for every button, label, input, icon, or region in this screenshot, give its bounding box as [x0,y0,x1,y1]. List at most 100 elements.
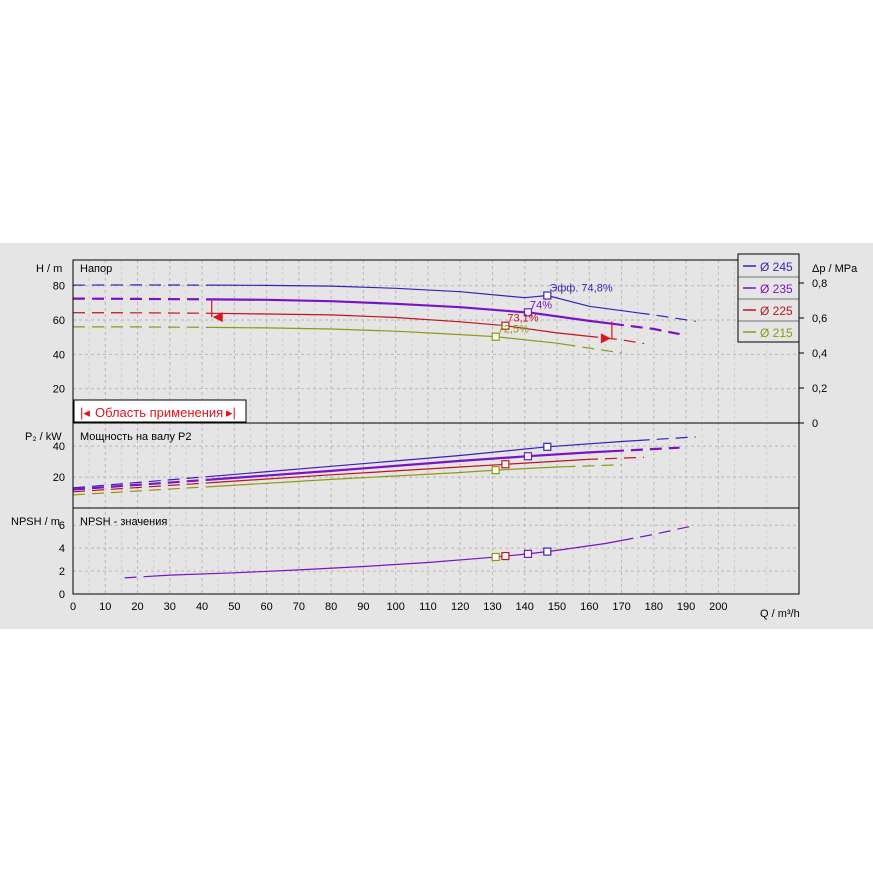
curve-dashed-end [585,456,645,461]
x-tick-label: 160 [580,601,598,613]
x-tick-label: 150 [548,601,566,613]
y-tick-label: 6 [59,520,65,532]
dp-tick-label: 0,8 [812,278,827,290]
curve-dashed-end [611,446,680,453]
curve-solid [211,458,587,484]
legend-label: Ø 245 [760,260,793,274]
x-tick-label: 110 [419,601,437,613]
curves-layer [72,284,696,579]
curve-solid [211,326,564,345]
operating-point-marker [543,291,552,300]
y-tick-label: 4 [59,543,65,555]
plot-frames [72,259,800,595]
legend-box [737,253,800,343]
curve-dashed-end [637,312,696,322]
range-right-arrow-icon: ▸| [226,405,236,420]
x-tick-label: 100 [386,601,404,613]
dp-axis-title: Δp / MPa [812,263,858,275]
x-tick-label: 10 [99,601,111,613]
x-tick-label: 200 [709,601,727,613]
y-tick-label: 2 [59,566,65,578]
labels-layer: Напор Мощность на валу P2 NPSH - значени… [11,263,858,620]
x-tick-label: 60 [260,601,272,613]
dp-tick-label: 0,4 [812,348,827,360]
dp-tick-label: 0,6 [812,313,827,325]
curve-dashed-start [72,475,212,489]
power-point-marker [501,460,510,469]
application-range-frame [73,399,247,423]
npsh-point-marker [543,547,552,556]
curve-solid [211,450,612,481]
head-plot-frame [72,259,800,424]
x-tick-label: 170 [612,601,630,613]
efficiency-label: 72,5% [498,324,529,336]
x-tick-label: 90 [357,601,369,613]
curve-dashed-start [72,482,212,493]
power-point-marker [523,452,533,461]
grid-lines [73,260,799,594]
legend-label: Ø 225 [760,304,793,318]
range-left-arrow-icon: |◂ [80,405,90,420]
efficiency-label: 73,1% [507,313,538,325]
pump-curve-svg: Напор Мощность на валу P2 NPSH - значени… [11,253,858,620]
curve-dashed-end [585,335,645,345]
y-tick-label: 60 [53,315,65,327]
curve-dashed-end [563,343,622,354]
range-end-arrow-icon [600,333,611,344]
npsh-plot-frame [72,507,800,595]
y-tick-label: 20 [53,384,65,396]
legend: Ø 245 Ø 235 Ø 225 Ø 215 [737,253,800,343]
q-axis-title: Q / m³/h [760,608,800,620]
head-axis-title: H / m [36,263,62,275]
npsh-point-marker [491,552,500,562]
operating-point-marker [523,308,533,317]
legend-label: Ø 215 [760,326,793,340]
y-tick-label: 40 [53,441,65,453]
npsh-point-marker [523,549,533,558]
power-point-marker [543,442,552,451]
x-tick-label: 190 [677,601,695,613]
operating-point-marker [491,332,500,341]
application-range-label: Область применения [95,405,223,420]
pump-curve-chart: Напор Мощность на валу P2 NPSH - значени… [0,243,873,629]
curve-solid [143,539,622,578]
x-tick-label: 140 [516,601,534,613]
curve-dashed-start [124,576,145,579]
x-tick-label: 20 [131,601,143,613]
x-tick-label: 30 [164,601,176,613]
power-point-marker [491,466,500,475]
x-tick-label: 70 [293,601,305,613]
curve-solid [211,439,638,477]
curve-dashed-start [72,478,212,491]
x-tick-label: 0 [70,601,76,613]
application-range-box: |◂ Область применения ▸| [73,399,247,423]
y-tick-label: 0 [59,589,65,601]
curve-dashed-start [72,486,212,496]
power-panel-title: Мощность на валу P2 [80,431,192,443]
efficiency-label: 74% [530,299,552,311]
x-tick-label: 50 [228,601,240,613]
npsh-panel-title: NPSH - значения [80,516,167,528]
curve-dashed-end [611,322,680,336]
x-tick-label: 40 [196,601,208,613]
y-tick-label: 40 [53,349,65,361]
range-start-arrow-icon [212,312,223,323]
curve-dashed-start [73,326,212,328]
curve-solid [211,466,564,488]
y-tick-label: 20 [53,472,65,484]
x-tick-label: 130 [483,601,501,613]
curve-dashed-end [563,464,622,468]
curve-solid [211,298,613,325]
y-tick-label: 80 [53,281,65,293]
npsh-axis-title: NPSH / m [11,516,60,528]
head-panel-title: Напор [80,263,112,275]
efficiency-label: Эфф. 74,8% [549,283,613,295]
curve-dashed-end [621,524,696,542]
legend-label: Ø 235 [760,282,793,296]
x-tick-label: 80 [325,601,337,613]
curve-dashed-start [72,312,212,314]
x-tick-label: 120 [451,601,469,613]
dp-tick-label: 0,2 [812,383,827,395]
npsh-point-marker [501,551,510,561]
curve-solid [211,284,638,314]
